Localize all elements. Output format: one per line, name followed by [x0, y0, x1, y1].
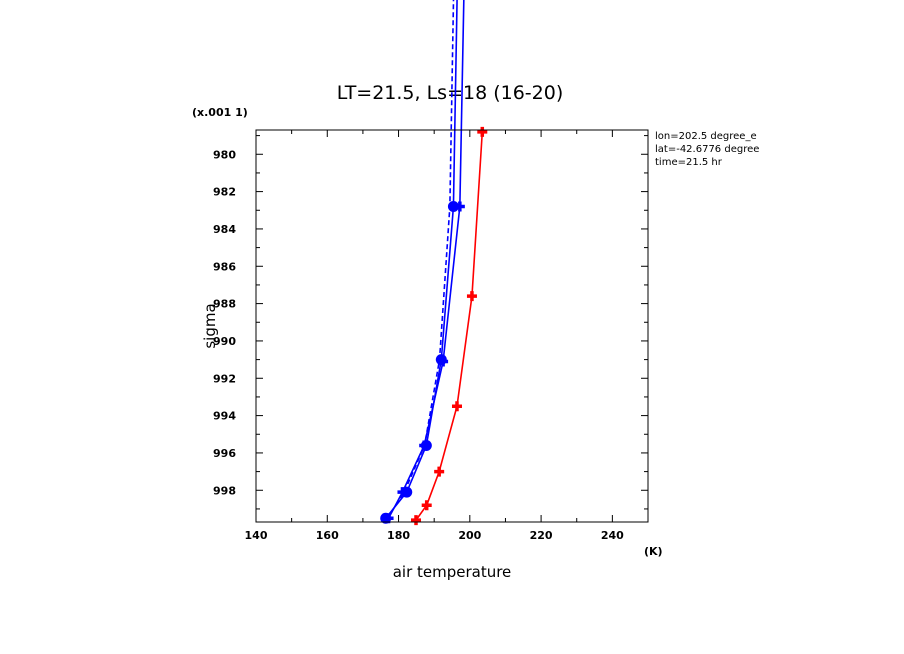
- y-tick-label: 998: [213, 484, 236, 497]
- y-scale-note: (x.001 1): [192, 106, 248, 119]
- y-tick-label: 984: [213, 223, 236, 236]
- series-layer: [380, 0, 488, 526]
- data-point: [451, 401, 462, 412]
- series-line: [415, 131, 484, 521]
- series-0: [411, 126, 488, 526]
- annotation-lon: lon=202.5 degree_e: [655, 131, 757, 142]
- axis-ticks: 140 160 180 200 220 240 980 982 984 986 988 990 992 9…: [213, 130, 649, 542]
- data-point: [438, 356, 449, 367]
- y-tick-label: 986: [213, 260, 236, 273]
- y-tick-label: 992: [213, 372, 236, 385]
- x-tick-label: 240: [601, 529, 624, 542]
- x-axis-label: air temperature: [393, 563, 512, 581]
- data-point: [466, 291, 477, 302]
- y-tick-label: 996: [213, 447, 236, 460]
- annotation-lat: lat=-42.6776 degree: [655, 144, 759, 155]
- data-point: [421, 500, 432, 511]
- annotation-box: lon=202.5 degree_e lat=-42.6776 degree t…: [655, 131, 759, 168]
- data-point: [477, 126, 488, 137]
- data-point: [411, 515, 422, 526]
- data-point: [434, 466, 445, 477]
- x-tick-label: 180: [387, 529, 410, 542]
- series-line: [387, 0, 465, 519]
- x-tick-label: 220: [530, 529, 553, 542]
- chart-title: LT=21.5, Ls=18 (16-20): [337, 82, 564, 104]
- series-3: [386, 0, 455, 519]
- series-line: [386, 0, 455, 519]
- y-axis-label: sigma: [201, 303, 219, 348]
- x-unit-label: (K): [644, 545, 663, 558]
- y-tick-label: 980: [213, 148, 236, 161]
- y-tick-label: 994: [213, 410, 236, 423]
- x-tick-label: 160: [316, 529, 339, 542]
- y-tick-label: 990: [213, 335, 236, 348]
- plot-frame: [255, 129, 649, 523]
- data-point: [454, 201, 465, 212]
- data-point: [435, 354, 447, 366]
- x-tick-label: 140: [245, 529, 268, 542]
- x-tick-label: 200: [458, 529, 481, 542]
- data-point: [447, 201, 459, 213]
- y-tick-label: 988: [213, 298, 236, 311]
- annotation-time: time=21.5 hr: [655, 157, 723, 168]
- y-tick-label: 982: [213, 186, 236, 199]
